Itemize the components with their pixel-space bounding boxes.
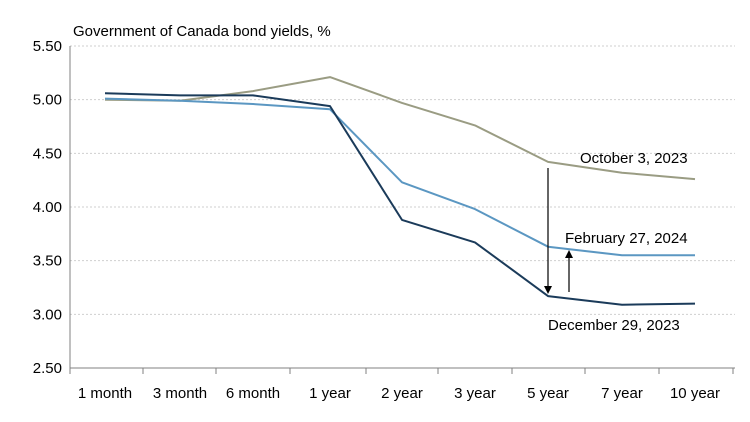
series-label: December 29, 2023 [548,317,680,334]
x-tick-labels: 1 month 3 month 6 month 1 year 2 year 3 year 5… [78,385,720,402]
series-line [104,92,696,306]
x-tick-label: 2 year [381,385,423,402]
series-line [104,76,696,181]
y-tick-label: 3.50 [33,253,62,270]
x-tick-label: 10 year [670,385,720,402]
y-tick-label: 5.00 [33,92,62,109]
series-label: February 27, 2024 [565,230,688,247]
x-tick-label: 1 month [78,385,132,402]
x-tick-label: 6 month [226,385,280,402]
x-tick-label: 3 month [153,385,207,402]
change-arrows [544,168,573,294]
axes [69,46,735,374]
series-lines [104,76,696,306]
y-tick-label: 4.00 [33,199,62,216]
chart-title: Government of Canada bond yields, % [73,23,331,40]
y-tick-label: 4.50 [33,145,62,162]
y-tick-label: 2.50 [33,360,62,377]
gridlines [70,45,735,315]
series-line [104,97,695,257]
x-tick-label: 7 year [601,385,643,402]
y-tick-labels: 5.50 5.00 4.50 4.00 3.50 3.00 2.50 [33,38,62,377]
y-tick-label: 3.00 [33,306,62,323]
y-tick-label: 5.50 [33,38,62,55]
series-label: October 3, 2023 [580,150,688,167]
x-tick-label: 5 year [527,385,569,402]
x-tick-label: 3 year [454,385,496,402]
series-labels: October 3, 2023 February 27, 2024 December… [548,150,688,334]
x-tick-label: 1 year [309,385,351,402]
